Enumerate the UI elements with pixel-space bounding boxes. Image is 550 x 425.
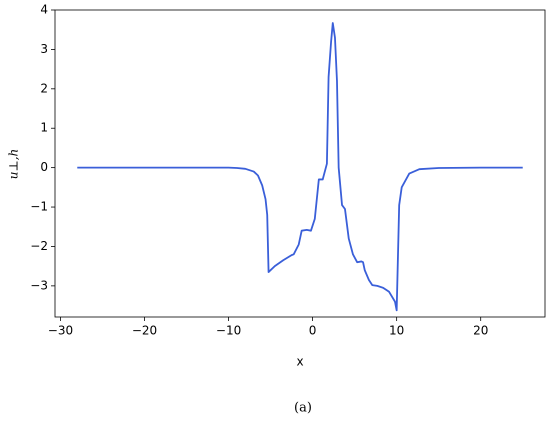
y-tick-label: −3 [30, 278, 48, 292]
x-tick-label: 0 [309, 324, 317, 338]
y-tick-label: 4 [40, 3, 48, 17]
x-axis-label: x [296, 355, 303, 369]
y-tick-label: −1 [30, 200, 48, 214]
y-tick-label: −2 [30, 239, 48, 253]
y-tick-label: 0 [40, 160, 48, 174]
x-tick-label: −10 [216, 324, 241, 338]
x-tick-label: −30 [48, 324, 73, 338]
y-tick-label: 2 [40, 81, 48, 95]
data-line [77, 22, 523, 312]
x-tick-label: 10 [389, 324, 404, 338]
y-tick-label: 3 [40, 42, 48, 56]
x-tick-label: 20 [473, 324, 488, 338]
y-axis-label: u⊥,h [7, 149, 21, 180]
x-tick-label: −20 [132, 324, 157, 338]
y-tick-label: 1 [40, 121, 48, 135]
plot-frame [54, 9, 546, 318]
caption: (a) [294, 401, 312, 416]
